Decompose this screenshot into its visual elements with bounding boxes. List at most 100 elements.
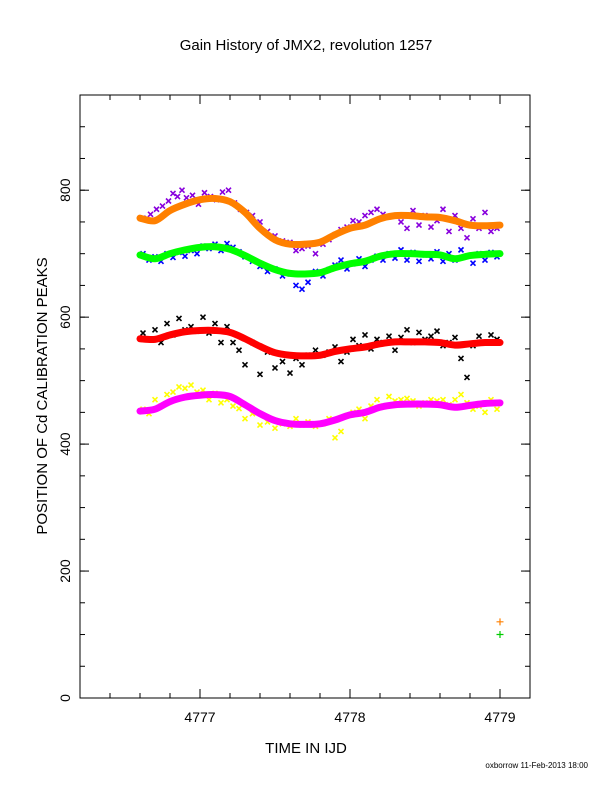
scatter-point-2: [256, 371, 264, 378]
scatter-point-0: [225, 187, 232, 194]
smooth-curve-1: [136, 243, 504, 278]
scatter-point-3: [175, 383, 183, 391]
scatter-point-3: [403, 395, 411, 402]
scatter-point-2: [217, 339, 225, 346]
scatter-point-2: [271, 364, 279, 372]
scatter-point-2: [427, 333, 435, 340]
scatter-point-2: [151, 326, 159, 333]
y-tick-label: 400: [57, 432, 73, 456]
scatter-point-2: [279, 358, 286, 365]
scatter-point-2: [487, 331, 495, 338]
smooth-curve-3: [136, 391, 504, 428]
scatter-point-2: [337, 358, 345, 365]
corner-plus-marker: [496, 618, 504, 626]
scatter-point-3: [439, 396, 447, 403]
scatter-point-2: [211, 320, 219, 327]
scatter-point-2: [463, 374, 471, 381]
scatter-point-3: [292, 415, 300, 422]
x-axis-title: TIME IN IJD: [265, 740, 347, 757]
scatter-point-2: [403, 326, 411, 333]
scatter-point-0: [415, 222, 423, 229]
scatter-point-0: [469, 215, 477, 222]
scatter-point-0: [427, 223, 435, 231]
scatter-point-1: [457, 246, 465, 253]
x-tick-label: 4778: [334, 709, 365, 725]
plot-frame: [79, 94, 531, 699]
scatter-point-0: [201, 189, 208, 196]
footer-signature: oxborrow 11-Feb-2013 18:00: [485, 761, 588, 770]
scatter-point-1: [403, 256, 411, 264]
scatter-point-3: [256, 421, 264, 429]
scatter-point-3: [493, 406, 501, 413]
scatter-point-3: [163, 391, 171, 398]
scatter-point-3: [331, 434, 339, 441]
scatter-point-3: [181, 385, 189, 392]
scatter-point-2: [451, 334, 459, 341]
scatter-point-3: [457, 391, 465, 398]
scatter-point-2: [415, 329, 423, 336]
scatter-point-0: [367, 209, 375, 216]
y-axis: 0 200 400 600 800: [57, 94, 530, 702]
scatter-point-1: [415, 258, 423, 265]
scatter-point-3: [337, 428, 345, 435]
scatter-point-0: [463, 234, 471, 241]
scatter-point-0: [189, 192, 196, 199]
scatter-point-0: [439, 206, 447, 213]
scatter-point-3: [385, 393, 393, 400]
scatter-point-0: [174, 193, 181, 200]
scatter-point-0: [445, 228, 453, 235]
scatter-point-2: [385, 333, 393, 340]
y-tick-label: 0: [57, 694, 73, 702]
x-axis: 4777 4778 4779: [79, 95, 531, 725]
scatter-point-0: [481, 209, 489, 216]
scatter-point-3: [229, 402, 237, 410]
scatter-point-3: [151, 396, 159, 403]
scatter-point-0: [147, 211, 154, 218]
scatter-point-2: [457, 355, 465, 362]
scatter-point-3: [271, 425, 279, 432]
scatter-point-0: [403, 225, 411, 232]
scatter-point-2: [286, 369, 294, 377]
scatter-point-1: [292, 282, 300, 289]
scatter-point-0: [292, 247, 300, 254]
scatter-point-2: [241, 361, 249, 368]
scatter-point-3: [481, 409, 489, 416]
scatter-point-2: [175, 315, 183, 322]
smooth-curve-2: [136, 326, 504, 360]
scatter-point-2: [312, 347, 319, 354]
scatter-point-1: [337, 256, 345, 264]
scatter-point-0: [349, 217, 357, 224]
y-tick-label: 600: [57, 305, 73, 329]
scatter-point-3: [187, 382, 195, 389]
scatter-point-2: [361, 331, 369, 338]
scatter-point-1: [469, 260, 477, 267]
scatter-point-2: [391, 347, 399, 354]
scatter-point-3: [217, 399, 225, 406]
x-tick-label: 4779: [484, 709, 515, 725]
scatter-point-1: [193, 250, 201, 257]
scatter-point-0: [159, 203, 166, 210]
y-axis-title: POSITION OF Cd CALIBRATION PEAKS: [34, 257, 51, 534]
scatter-point-0: [361, 212, 369, 219]
y-tick-label: 800: [57, 178, 73, 202]
scatter-point-1: [481, 256, 489, 264]
scatter-point-0: [373, 206, 381, 213]
scatter-point-0: [165, 197, 172, 205]
smoothed-curves: [136, 194, 504, 428]
x-tick-label: 4777: [184, 709, 215, 725]
scatter-point-0: [219, 189, 226, 196]
scatter-point-2: [433, 328, 441, 335]
scatter-point-2: [163, 320, 171, 327]
scatter-point-2: [229, 339, 237, 346]
scatter-point-2: [139, 329, 147, 337]
scatter-point-0: [487, 228, 495, 235]
corner-plus-marker: [496, 631, 504, 639]
scatter-point-3: [361, 415, 369, 422]
scatter-point-1: [181, 253, 189, 260]
scatter-point-3: [373, 396, 381, 403]
scatter-point-3: [235, 405, 243, 412]
scatter-point-1: [304, 279, 312, 286]
scatter-point-3: [451, 396, 459, 403]
